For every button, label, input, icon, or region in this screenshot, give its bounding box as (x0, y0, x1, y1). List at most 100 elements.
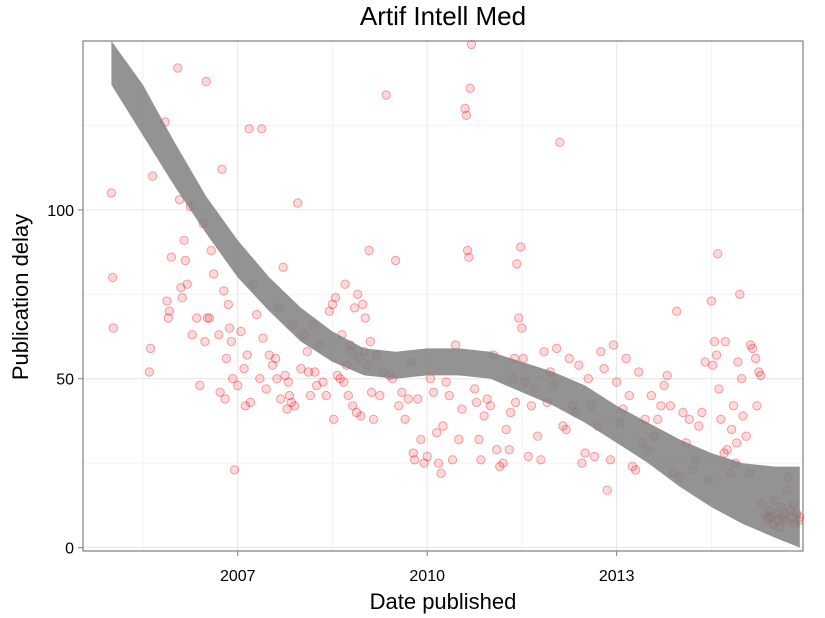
data-point (428, 387, 439, 397)
data-point (192, 313, 202, 323)
data-point (162, 296, 172, 306)
data-point (462, 245, 473, 256)
data-point (504, 445, 514, 455)
data-point (599, 363, 609, 374)
data-point (145, 343, 156, 354)
data-point (492, 445, 502, 455)
data-point (217, 164, 227, 175)
data-point (293, 198, 303, 208)
data-point (536, 455, 546, 465)
data-point (510, 397, 521, 408)
data-point (335, 374, 345, 384)
data-point (215, 387, 225, 397)
data-point (501, 424, 511, 435)
chart-title: Artif Intell Med (360, 1, 526, 31)
x-axis: 2007 2010 2013 (220, 551, 635, 585)
data-point (239, 363, 249, 374)
data-point (577, 458, 587, 468)
data-point (474, 434, 484, 445)
data-point (261, 384, 271, 394)
scatter-points (106, 39, 805, 533)
data-point (272, 374, 282, 384)
data-point (697, 407, 707, 418)
data-point (450, 340, 461, 350)
data-point (711, 350, 722, 360)
data-point (245, 397, 256, 408)
smooth-confidence-band (111, 41, 800, 548)
data-point (561, 424, 571, 435)
data-point (419, 458, 429, 468)
data-point (305, 390, 316, 401)
data-point (583, 374, 593, 384)
data-point (516, 242, 526, 252)
data-point (605, 455, 616, 465)
data-point (144, 367, 155, 377)
data-point (240, 401, 251, 411)
data-point (258, 333, 268, 343)
x-tick-label: 2013 (599, 568, 635, 585)
data-point (747, 343, 758, 354)
data-point (438, 421, 448, 431)
y-axis-title: Publication delay (8, 214, 33, 380)
data-point (280, 370, 290, 381)
data-point (461, 110, 472, 121)
data-point (204, 313, 215, 323)
x-tick-label: 2007 (220, 568, 256, 585)
data-point (330, 293, 341, 303)
data-point (283, 377, 293, 387)
plot-area (82, 39, 805, 552)
data-point (752, 401, 762, 411)
data-point (356, 411, 366, 421)
data-point (108, 272, 118, 283)
data-point (353, 289, 363, 299)
y-tick-label: 0 (65, 541, 74, 558)
data-point (656, 401, 666, 411)
data-point (324, 306, 334, 316)
data-point (163, 313, 174, 323)
data-point (390, 255, 401, 266)
data-point (750, 353, 761, 364)
data-point (219, 286, 229, 296)
data-point (589, 451, 600, 462)
data-point (574, 360, 584, 370)
data-point (552, 343, 562, 354)
y-axis: 0 50 100 (47, 203, 83, 558)
data-point (284, 390, 295, 401)
data-point (454, 434, 464, 445)
data-point (375, 390, 385, 401)
data-point (460, 103, 470, 114)
data-point (714, 384, 724, 394)
data-point (741, 431, 751, 441)
data-point (716, 414, 726, 424)
data-point (224, 323, 235, 333)
data-point (479, 411, 489, 421)
data-point (476, 455, 486, 465)
data-point (358, 299, 368, 310)
data-point (226, 336, 237, 347)
data-point (365, 336, 376, 347)
data-point (267, 360, 278, 370)
data-point (278, 262, 288, 272)
data-point (662, 370, 672, 381)
data-point (466, 39, 477, 50)
data-point (343, 390, 353, 401)
data-point (728, 401, 739, 411)
data-point (526, 401, 537, 411)
data-point (176, 282, 186, 293)
data-point (425, 374, 436, 384)
data-point (602, 485, 612, 495)
data-point (312, 380, 322, 391)
data-point (409, 455, 420, 465)
data-point (422, 451, 432, 462)
data-point (738, 411, 748, 421)
data-point (403, 394, 413, 404)
data-point (303, 367, 314, 377)
data-point (244, 124, 254, 134)
data-point (408, 448, 418, 458)
data-point (233, 380, 243, 391)
data-point (394, 401, 404, 411)
data-point (108, 323, 119, 333)
data-point (368, 414, 379, 424)
data-point (276, 394, 286, 404)
